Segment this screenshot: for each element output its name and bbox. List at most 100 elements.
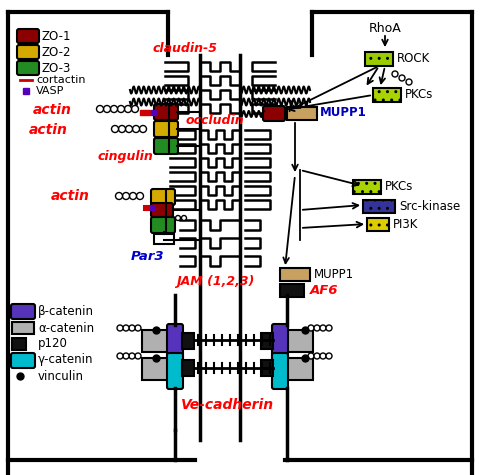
Text: RhoA: RhoA [369, 21, 401, 35]
Bar [287, 107, 317, 120]
Circle shape [181, 216, 187, 220]
Circle shape [406, 79, 412, 85]
Text: actin: actin [33, 103, 72, 117]
Text: MUPP1: MUPP1 [320, 106, 367, 120]
Text: PI3K: PI3K [393, 218, 419, 230]
FancyBboxPatch shape [167, 324, 183, 362]
Bar [280, 284, 304, 297]
Text: ZO-1: ZO-1 [42, 29, 72, 42]
Circle shape [104, 105, 110, 113]
Bar [285, 330, 313, 352]
Circle shape [132, 105, 139, 113]
Bar [353, 180, 381, 194]
Text: cingulin: cingulin [97, 150, 153, 163]
Bar [363, 200, 395, 213]
Text: Par3: Par3 [131, 250, 165, 263]
FancyBboxPatch shape [17, 45, 39, 59]
Bar [142, 330, 170, 352]
Circle shape [308, 353, 314, 359]
Circle shape [117, 325, 123, 331]
Circle shape [96, 105, 104, 113]
Bar [280, 268, 310, 281]
Circle shape [308, 325, 314, 331]
Text: occludin: occludin [186, 114, 244, 127]
Bar [285, 358, 313, 380]
Circle shape [132, 125, 140, 133]
Text: p120: p120 [38, 338, 68, 351]
FancyBboxPatch shape [272, 324, 288, 362]
Bar [261, 333, 273, 349]
Text: cortactin: cortactin [36, 75, 85, 85]
Circle shape [399, 75, 405, 81]
Bar [154, 234, 174, 244]
Circle shape [124, 105, 132, 113]
Circle shape [320, 353, 326, 359]
Text: MUPP1: MUPP1 [314, 267, 354, 281]
Bar [142, 358, 170, 380]
Circle shape [135, 325, 141, 331]
Text: JAM (1,2,3): JAM (1,2,3) [176, 275, 254, 288]
Text: PKCs: PKCs [405, 88, 433, 102]
Circle shape [119, 125, 125, 133]
Bar [182, 360, 194, 376]
Circle shape [117, 353, 123, 359]
Text: Src-kinase: Src-kinase [399, 200, 460, 212]
FancyBboxPatch shape [17, 29, 39, 43]
Bar [261, 360, 273, 376]
Circle shape [314, 325, 320, 331]
Circle shape [130, 192, 136, 199]
Circle shape [135, 353, 141, 359]
FancyBboxPatch shape [151, 203, 173, 217]
Bar [365, 52, 393, 66]
Circle shape [392, 71, 398, 77]
Circle shape [314, 353, 320, 359]
Circle shape [123, 353, 129, 359]
FancyBboxPatch shape [154, 138, 178, 154]
Circle shape [326, 325, 332, 331]
FancyBboxPatch shape [263, 106, 285, 121]
Text: ROCK: ROCK [397, 53, 430, 66]
Text: ?: ? [286, 101, 294, 115]
Bar [12, 322, 34, 334]
Text: vinculin: vinculin [38, 370, 84, 382]
Text: AF6: AF6 [310, 284, 338, 296]
Text: VASP: VASP [36, 86, 64, 96]
Circle shape [125, 125, 132, 133]
Bar [12, 338, 26, 350]
FancyBboxPatch shape [272, 353, 288, 389]
Text: Ve-cadherin: Ve-cadherin [181, 398, 275, 412]
FancyBboxPatch shape [11, 304, 35, 319]
Bar [373, 88, 401, 102]
Circle shape [123, 325, 129, 331]
Circle shape [110, 105, 118, 113]
Text: PKCs: PKCs [385, 180, 413, 193]
Bar [182, 333, 194, 349]
Bar [151, 206, 155, 210]
Text: ZO-2: ZO-2 [42, 46, 72, 58]
Bar [144, 206, 152, 210]
Text: ZO-3: ZO-3 [42, 61, 72, 75]
Circle shape [326, 353, 332, 359]
Bar [367, 218, 389, 231]
Circle shape [122, 192, 130, 199]
FancyBboxPatch shape [154, 104, 178, 120]
Circle shape [129, 325, 135, 331]
Circle shape [118, 105, 124, 113]
Text: actin: actin [29, 123, 68, 137]
Circle shape [140, 125, 146, 133]
Text: claudin-5: claudin-5 [153, 42, 217, 55]
FancyBboxPatch shape [167, 353, 183, 389]
Circle shape [176, 216, 180, 220]
Circle shape [129, 353, 135, 359]
Text: β-catenin: β-catenin [38, 304, 94, 317]
FancyBboxPatch shape [151, 217, 175, 233]
Circle shape [116, 192, 122, 199]
Text: α-catenin: α-catenin [38, 322, 94, 334]
FancyBboxPatch shape [151, 189, 175, 205]
Text: actin: actin [51, 189, 90, 203]
Circle shape [136, 192, 144, 199]
Text: γ-catenin: γ-catenin [38, 353, 94, 367]
Circle shape [111, 125, 119, 133]
FancyBboxPatch shape [11, 353, 35, 368]
FancyBboxPatch shape [154, 121, 178, 137]
